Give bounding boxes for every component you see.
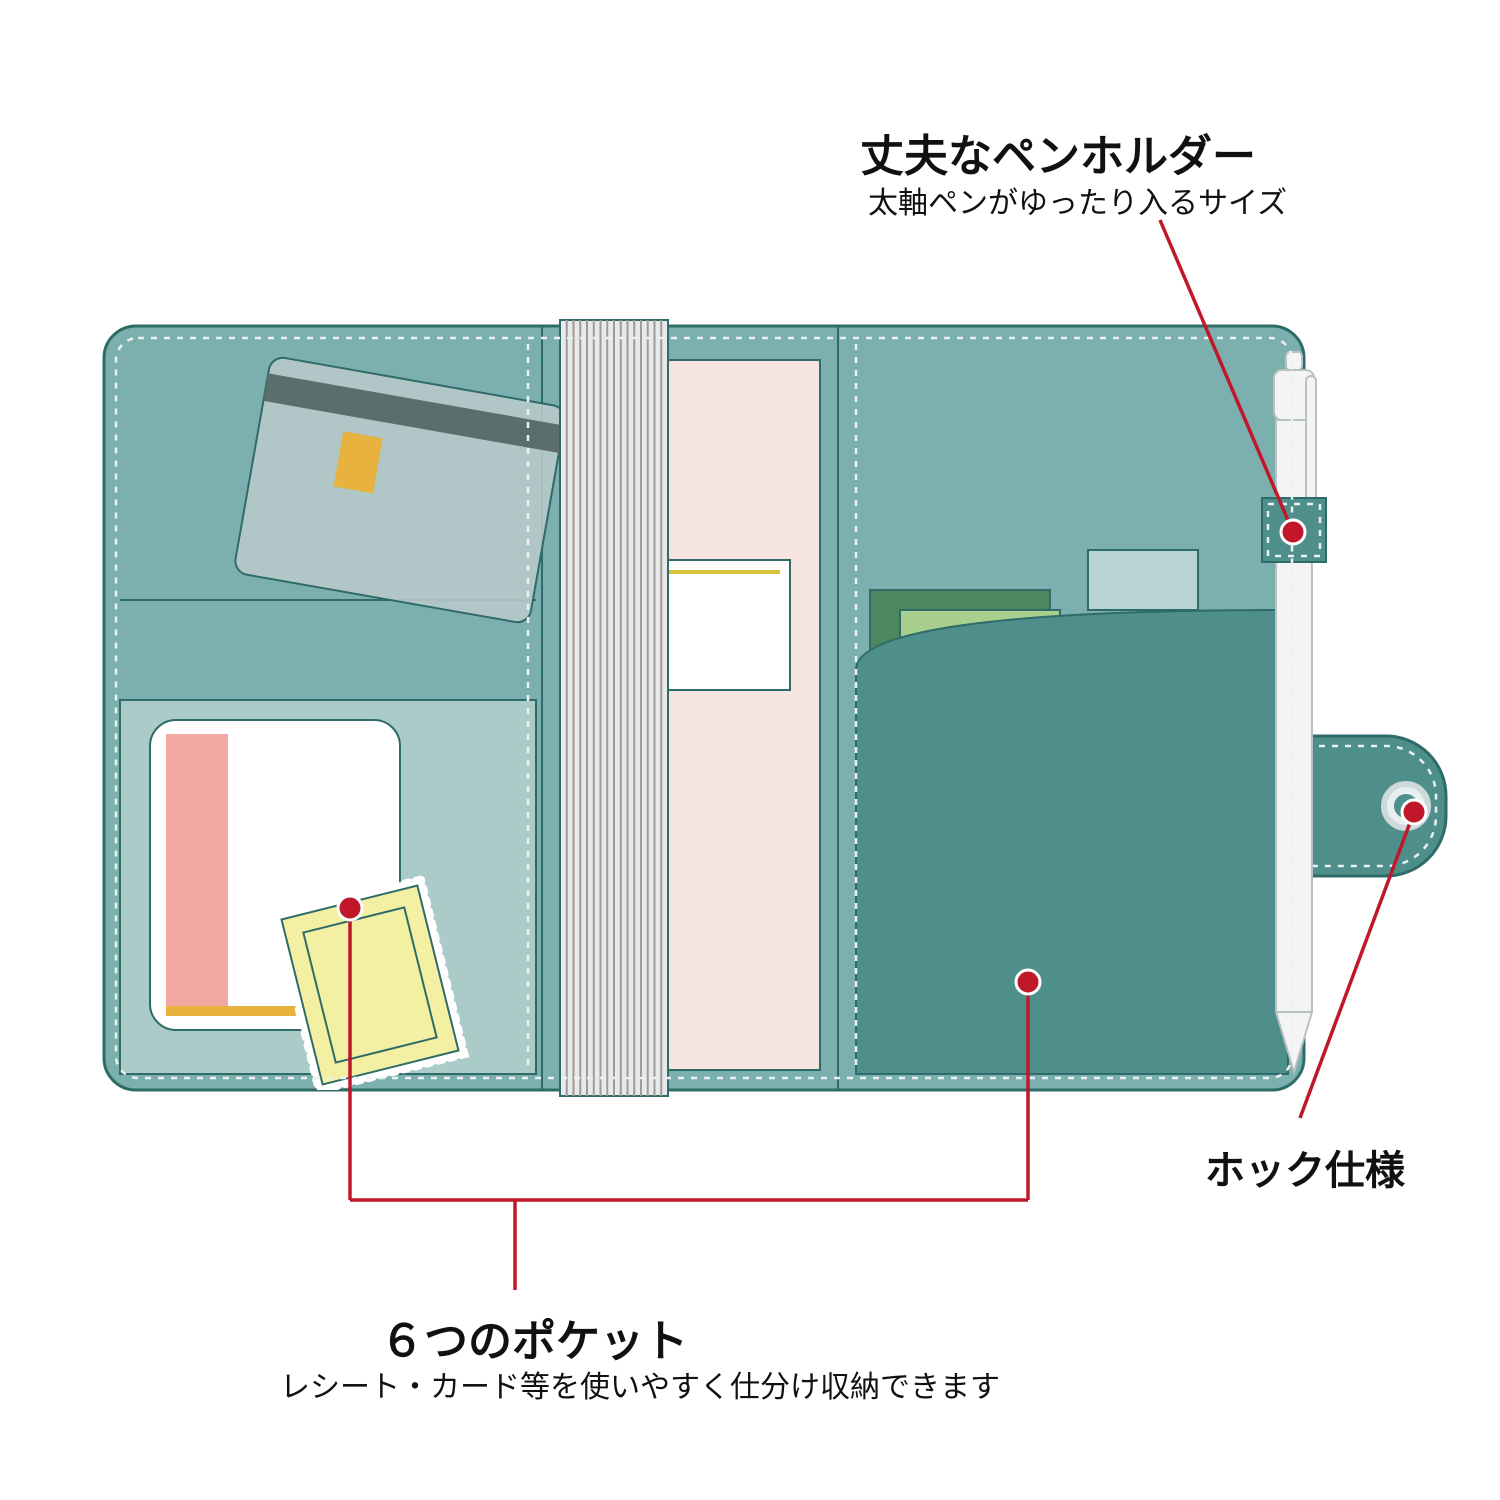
callout-pockets-title: ６つのポケット (380, 1305, 688, 1369)
infographic-stage: 丈夫なペンホルダー 太軸ペンがゆったり入るサイズ ホック仕様 ６つのポケット レ… (0, 0, 1500, 1500)
callout-penholder-sub: 太軸ペンがゆったり入るサイズ (868, 178, 1287, 222)
callout-pockets-sub: レシート・カード等を使いやすく仕分け収納できます (280, 1362, 1000, 1406)
callout-snap-title: ホック仕様 (1205, 1138, 1405, 1196)
callout-penholder-title: 丈夫なペンホルダー (860, 120, 1256, 184)
notebook-cover-diagram (0, 0, 1500, 1500)
